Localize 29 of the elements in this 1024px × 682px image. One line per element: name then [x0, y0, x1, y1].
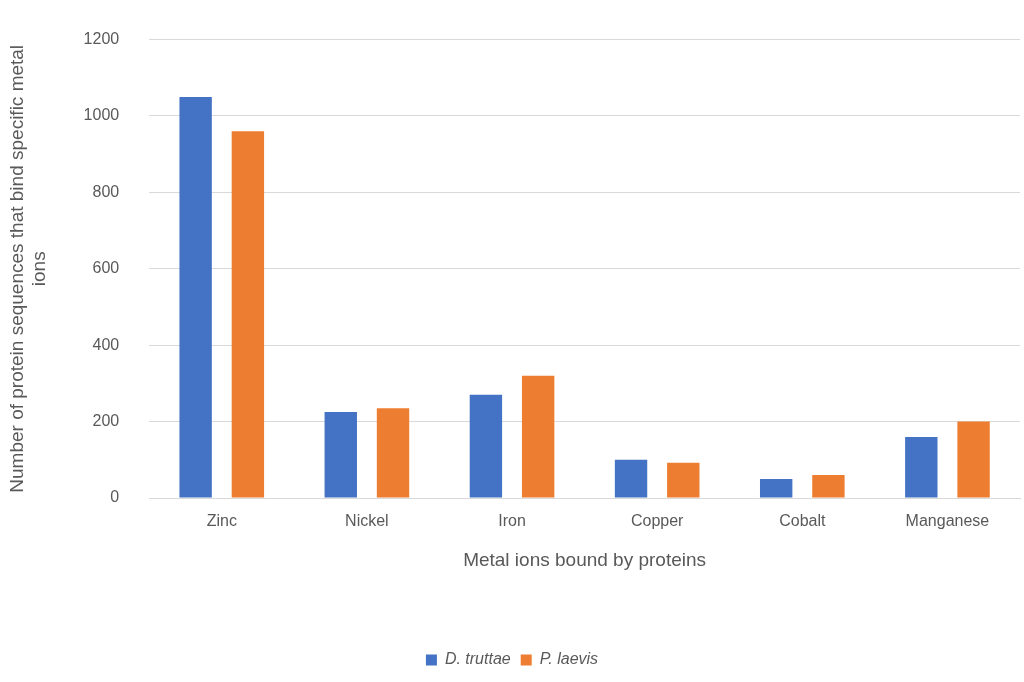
x-tick-label: Iron: [498, 512, 526, 530]
y-tick-label: 400: [92, 335, 120, 353]
y-tick-label: 600: [92, 259, 120, 277]
bar: [376, 408, 410, 498]
x-tick-label: Nickel: [345, 512, 389, 530]
bar: [812, 475, 845, 498]
bar: [905, 436, 938, 498]
bar: [667, 462, 700, 498]
bar: [614, 459, 648, 498]
y-tick-label: 1000: [83, 106, 120, 124]
x-axis-title: Metal ions bound by proteins: [463, 548, 707, 570]
y-tick-label: 1200: [83, 30, 120, 48]
bar: [231, 131, 265, 498]
x-tick-label: Manganese: [905, 512, 990, 530]
y-tick-label: 200: [92, 412, 120, 430]
bar: [759, 478, 793, 498]
y-tick-label: 0: [110, 488, 120, 506]
bar: [179, 96, 212, 498]
bar: [521, 375, 555, 498]
legend-label: P. laevis: [539, 650, 599, 668]
x-tick-label: Cobalt: [779, 512, 826, 530]
y-axis-title: Number of protein sequences that bind specific metal ions: [5, 44, 50, 493]
bar: [957, 421, 990, 498]
legend-label: D. truttae: [444, 650, 511, 668]
bar: [469, 394, 503, 498]
y-tick-label: 800: [92, 182, 120, 200]
x-tick-label: Zinc: [206, 512, 237, 530]
bar: [324, 412, 357, 498]
x-tick-label: Copper: [630, 512, 685, 530]
